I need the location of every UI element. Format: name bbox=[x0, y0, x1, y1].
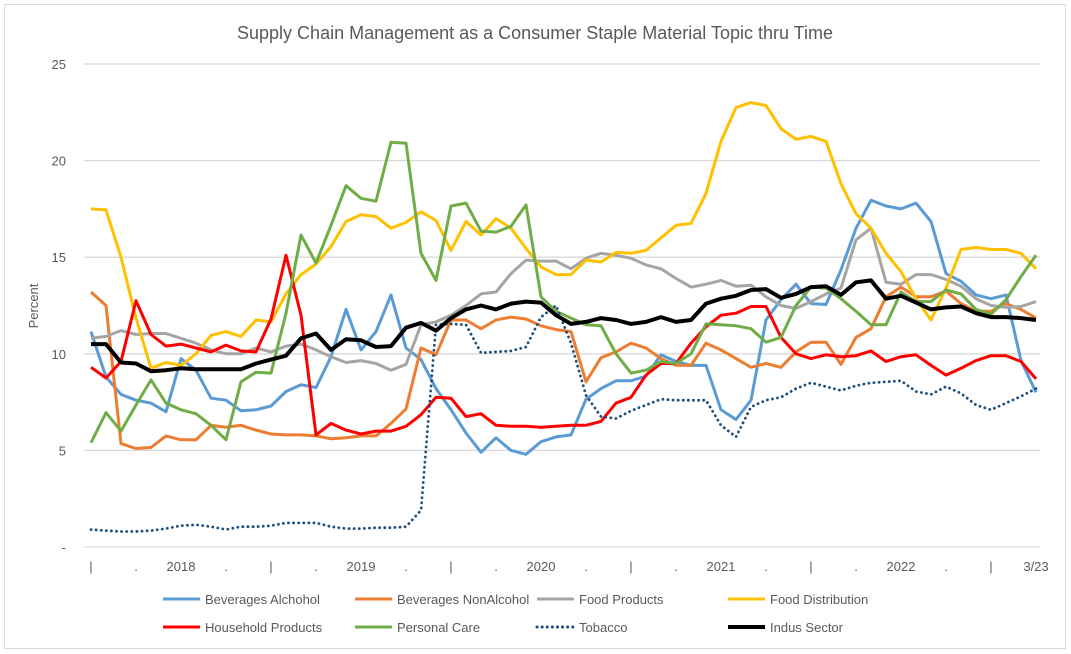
y-axis-label: Percent bbox=[26, 283, 41, 328]
x-tick-label: 3/23 bbox=[1023, 559, 1048, 574]
legend-label: Food Products bbox=[579, 592, 664, 607]
x-tick-label: | bbox=[269, 559, 272, 574]
series-line-personal-care bbox=[89, 140, 1038, 444]
legend-label: Indus Sector bbox=[770, 620, 844, 635]
legend-label: Household Products bbox=[205, 620, 323, 635]
x-axis-ticks: |. 2018. |. 2019. |. 2020. |. 2021. |. 2022. | 3/23 bbox=[89, 559, 1048, 574]
y-tick-label: 15 bbox=[52, 250, 66, 265]
gridlines bbox=[84, 63, 1040, 548]
y-tick-label: 25 bbox=[52, 57, 66, 72]
series-line-beverages-alchohol bbox=[89, 198, 1038, 456]
chart-frame bbox=[4, 4, 1066, 649]
y-tick-label: - bbox=[62, 540, 66, 555]
x-tick-label: 2020 bbox=[527, 559, 556, 574]
legend-label: Food Distribution bbox=[770, 592, 868, 607]
series-line-food-distribution bbox=[90, 101, 1038, 370]
series-line-tobacco bbox=[89, 304, 1038, 533]
x-tick-label: . bbox=[494, 559, 498, 574]
x-tick-label: . bbox=[404, 559, 408, 574]
x-tick-label: 2018 bbox=[167, 559, 196, 574]
y-tick-label: 5 bbox=[59, 443, 66, 458]
x-tick-label: . bbox=[764, 559, 768, 574]
x-tick-label: . bbox=[134, 559, 138, 574]
y-tick-label: 20 bbox=[52, 154, 66, 169]
series-line-household-products bbox=[90, 253, 1038, 437]
x-tick-label: 2022 bbox=[887, 559, 916, 574]
legend-label: Beverages NonAlcohol bbox=[397, 592, 529, 607]
x-tick-label: 2019 bbox=[347, 559, 376, 574]
x-tick-label: . bbox=[854, 559, 858, 574]
x-tick-label: | bbox=[89, 559, 92, 574]
y-axis-ticks: - 5 10 15 20 25 bbox=[52, 57, 66, 555]
legend-label: Personal Care bbox=[397, 620, 480, 635]
x-tick-label: 2021 bbox=[707, 559, 736, 574]
y-tick-label: 10 bbox=[52, 347, 66, 362]
legend-label: Beverages Alchohol bbox=[205, 592, 320, 607]
legend-label: Tobacco bbox=[579, 620, 627, 635]
series-line-indus-sector bbox=[91, 278, 1037, 374]
x-tick-label: . bbox=[584, 559, 588, 574]
x-tick-label: . bbox=[674, 559, 678, 574]
x-tick-label: | bbox=[449, 559, 452, 574]
series-lines bbox=[89, 101, 1038, 533]
x-tick-label: . bbox=[944, 559, 948, 574]
legend: Beverages Alchohol Beverages NonAlcohol Fo… bbox=[163, 592, 868, 635]
x-tick-label: . bbox=[224, 559, 228, 574]
x-tick-label: . bbox=[314, 559, 318, 574]
series-line-beverages-nonalcohol bbox=[89, 285, 1037, 450]
chart-title: Supply Chain Management as a Consumer St… bbox=[237, 23, 833, 43]
x-tick-label: | bbox=[809, 559, 812, 574]
x-tick-label: | bbox=[629, 559, 632, 574]
x-tick-label: | bbox=[989, 559, 992, 574]
